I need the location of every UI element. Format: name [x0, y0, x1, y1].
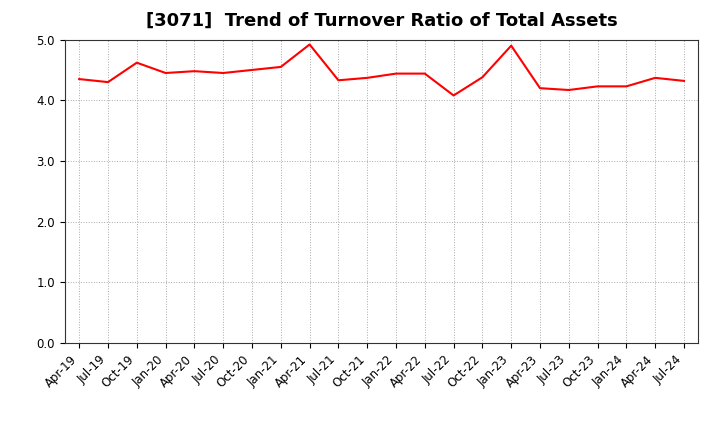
Title: [3071]  Trend of Turnover Ratio of Total Assets: [3071] Trend of Turnover Ratio of Total …	[145, 12, 618, 30]
